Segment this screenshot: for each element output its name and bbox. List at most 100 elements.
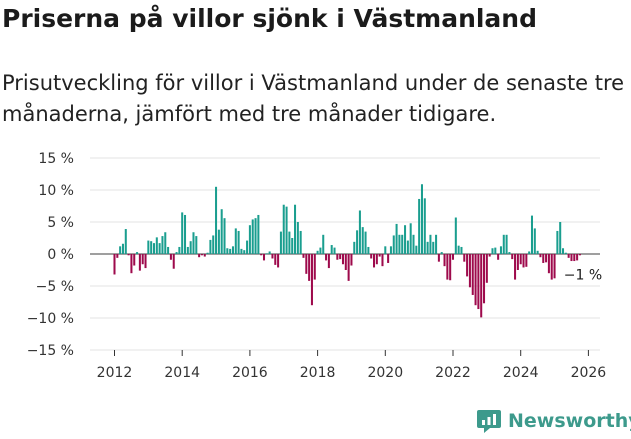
- bar: [412, 234, 415, 254]
- bar: [451, 254, 455, 260]
- bar: [502, 234, 505, 254]
- bar: [231, 246, 234, 254]
- x-tick-label: 2014: [164, 365, 200, 381]
- bar: [310, 254, 313, 306]
- brand-name: Newsworthy: [508, 410, 631, 432]
- x-tick-label: 2020: [367, 365, 403, 381]
- x-tick-label: 2012: [97, 365, 133, 381]
- bar: [406, 240, 409, 254]
- bar: [387, 254, 390, 263]
- bar: [437, 254, 440, 262]
- y-tick-label: 0 %: [47, 247, 74, 263]
- bar: [426, 241, 429, 254]
- bar: [423, 198, 426, 254]
- bar: [271, 254, 274, 259]
- x-axis: 2012 2014 2016 2018 2020 2022 2024 2026: [97, 350, 607, 381]
- bar: [514, 254, 517, 280]
- x-tick-label: 2018: [300, 365, 336, 381]
- bar: [364, 231, 367, 254]
- bar: [474, 254, 477, 306]
- y-tick-label: −10 %: [27, 311, 74, 327]
- bar: [446, 254, 449, 280]
- bar: [415, 245, 418, 254]
- x-tick-label: 2026: [571, 365, 607, 381]
- bar: [398, 234, 401, 254]
- bar: [164, 232, 167, 254]
- bar: [257, 214, 260, 254]
- bar: [460, 246, 463, 254]
- bar: [547, 254, 550, 274]
- chart-subtitle: Prisutveckling för villor i Västmanland …: [2, 71, 625, 126]
- bar: [136, 252, 139, 254]
- y-tick-label: −15 %: [27, 343, 74, 359]
- bar: [200, 254, 203, 256]
- bar: [432, 241, 435, 254]
- bar: [215, 186, 218, 254]
- bar: [282, 204, 285, 254]
- bar: [564, 252, 567, 254]
- bar: [463, 254, 466, 262]
- bar: [330, 245, 333, 254]
- bar: [522, 254, 525, 268]
- bar: [347, 254, 350, 281]
- bar: [113, 254, 116, 275]
- y-axis: 15 % 10 % 5 % 0 % −5 % −10 % −15 %: [27, 151, 74, 359]
- x-tick-label: 2016: [232, 365, 268, 381]
- bar: [435, 234, 438, 254]
- bar: [556, 230, 559, 254]
- bar: [302, 254, 305, 258]
- bar: [392, 235, 395, 254]
- bar: [130, 254, 133, 274]
- bar: [305, 254, 308, 274]
- bar: [533, 228, 536, 254]
- bar: [277, 254, 280, 268]
- bar: [367, 246, 370, 254]
- bar: [285, 206, 288, 254]
- bar: [172, 254, 175, 269]
- bar: [466, 254, 469, 277]
- bar: [240, 248, 243, 254]
- bar: [497, 254, 500, 260]
- bar: [147, 240, 150, 254]
- bar: [316, 250, 319, 254]
- bar: [209, 239, 212, 254]
- bar: [279, 231, 282, 254]
- bar: [150, 241, 153, 254]
- y-tick-label: 15 %: [38, 151, 74, 167]
- bar: [508, 252, 511, 254]
- bar: [361, 227, 364, 254]
- bar: [237, 230, 240, 254]
- bar: [457, 245, 460, 254]
- bar: [443, 254, 446, 267]
- bar: [223, 218, 226, 254]
- bar: [260, 254, 263, 256]
- bar: [381, 254, 384, 267]
- bar: [144, 254, 147, 269]
- bar: [528, 251, 531, 254]
- bar: [175, 252, 178, 254]
- bar: [313, 254, 316, 280]
- bar: [116, 254, 119, 258]
- bar: [562, 248, 565, 254]
- bar: [198, 254, 201, 258]
- bar: [401, 234, 404, 254]
- bar: [389, 246, 392, 254]
- bar: [203, 254, 206, 257]
- bar: [409, 223, 412, 254]
- bar: [254, 218, 257, 254]
- bar: [420, 184, 423, 254]
- annotations: −1 %: [564, 267, 602, 283]
- bar: [573, 254, 576, 262]
- bar: [499, 246, 502, 254]
- bar: [545, 254, 548, 263]
- bar: [226, 248, 229, 254]
- bar: [553, 254, 556, 279]
- bar: [189, 241, 192, 254]
- bar: [578, 254, 581, 256]
- bar: [429, 234, 432, 254]
- bar: [516, 254, 519, 270]
- bar: [138, 254, 141, 271]
- bar: [212, 235, 215, 254]
- bar: [505, 234, 508, 254]
